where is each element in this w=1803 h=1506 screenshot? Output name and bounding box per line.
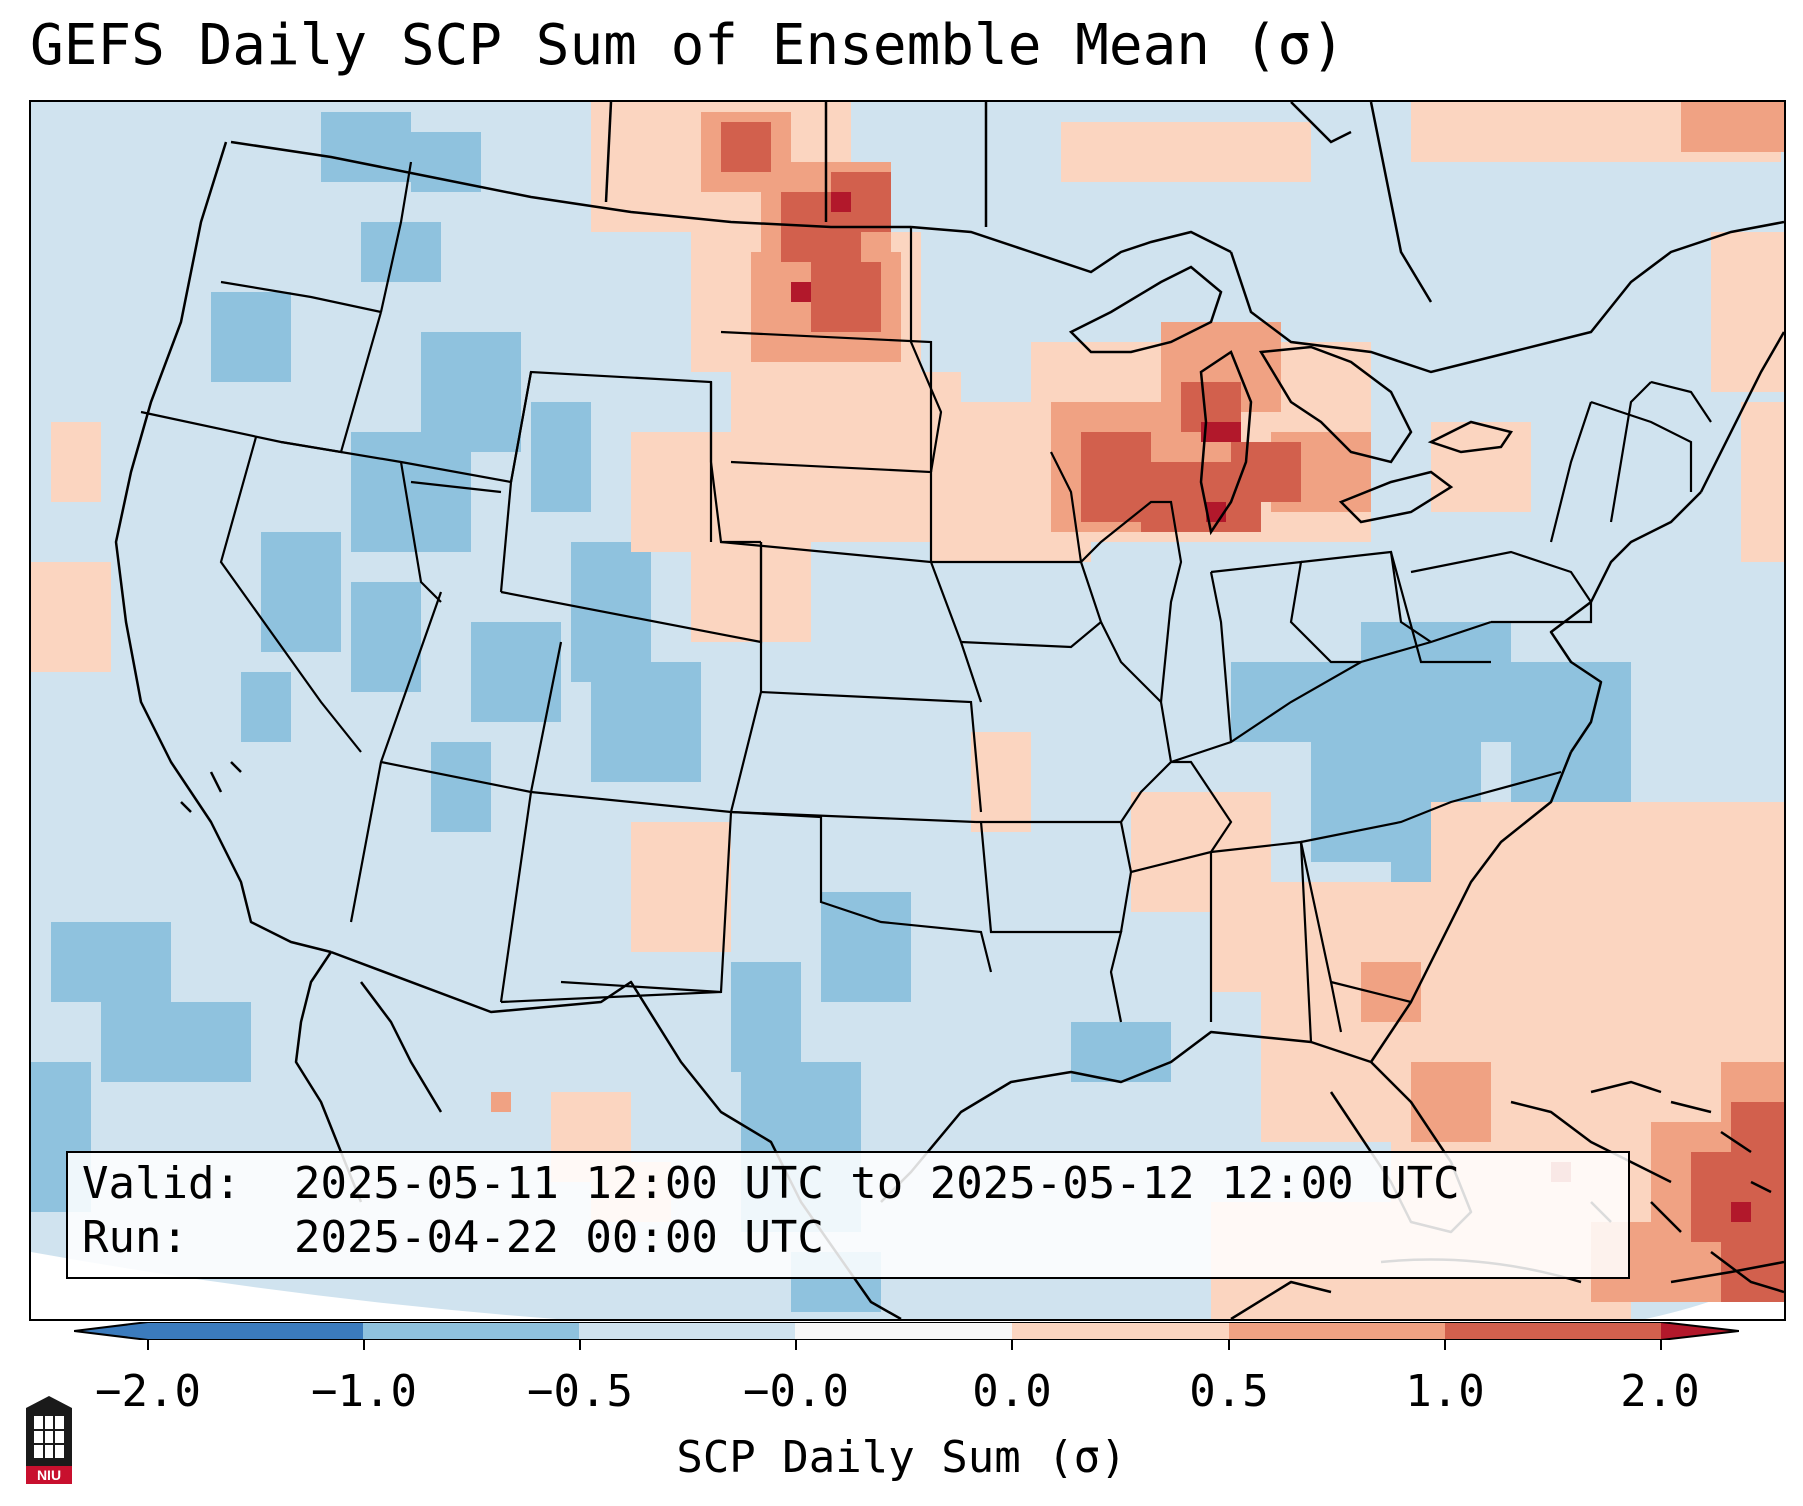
projection-edge-right [1645,1267,1784,1319]
colorbar-segment-1 [148,1322,363,1340]
extreme-positive-cells [791,192,1751,1222]
niu-logo-icon: NIU [26,1396,72,1484]
colorbar-extend-high [1661,1322,1739,1340]
projection-edge [31,1252,558,1319]
tick-mark [1228,1340,1230,1350]
tick-label: 0.5 [1189,1366,1269,1417]
tick-label: −2.0 [95,1366,201,1417]
valid-value: 2025-05-11 12:00 UTC to 2025-05-12 12:00… [294,1158,1460,1209]
validity-info-box: Valid: 2025-05-11 12:00 UTC to 2025-05-12… [66,1151,1630,1279]
colorbar-segment-4 [795,1322,1012,1340]
tick-mark [363,1340,365,1350]
scp-map [31,102,1784,1319]
colorbar-label: SCP Daily Sum (σ) [676,1432,1127,1483]
colorbar [74,1322,1739,1340]
colorbar-extend-low [74,1322,148,1340]
tick-mark [579,1340,581,1350]
tick-mark [1011,1340,1013,1350]
valid-label: Valid: [82,1158,241,1209]
great-lakes [1068,265,1514,536]
tick-mark [147,1340,149,1350]
tick-label: −0.5 [527,1366,633,1417]
tick-mark [1444,1340,1446,1350]
tick-label: 1.0 [1405,1366,1485,1417]
colorbar-segment-2 [363,1322,579,1340]
tick-mark [1660,1340,1662,1350]
colorbar-segment-5 [1012,1322,1229,1340]
state-borders [140,161,1712,1043]
tick-label: −1.0 [311,1366,417,1417]
country-borders [230,102,1784,374]
colorbar-segment-3 [579,1322,795,1340]
map-title: GEFS Daily SCP Sum of Ensemble Mean (σ) [30,13,1345,78]
colorbar-segment-6 [1229,1322,1445,1340]
tick-mark [795,1340,797,1350]
tick-label: −0.0 [743,1366,849,1417]
colorbar-segment-7 [1445,1322,1661,1340]
run-value: 2025-04-22 00:00 UTC [294,1212,824,1263]
tick-label: 0.0 [972,1366,1052,1417]
map-panel [29,100,1786,1321]
run-label: Run: [82,1212,188,1263]
logo-text: NIU [37,1467,61,1483]
negative-anomaly-areas [31,112,1631,1312]
tick-label: 2.0 [1620,1366,1700,1417]
